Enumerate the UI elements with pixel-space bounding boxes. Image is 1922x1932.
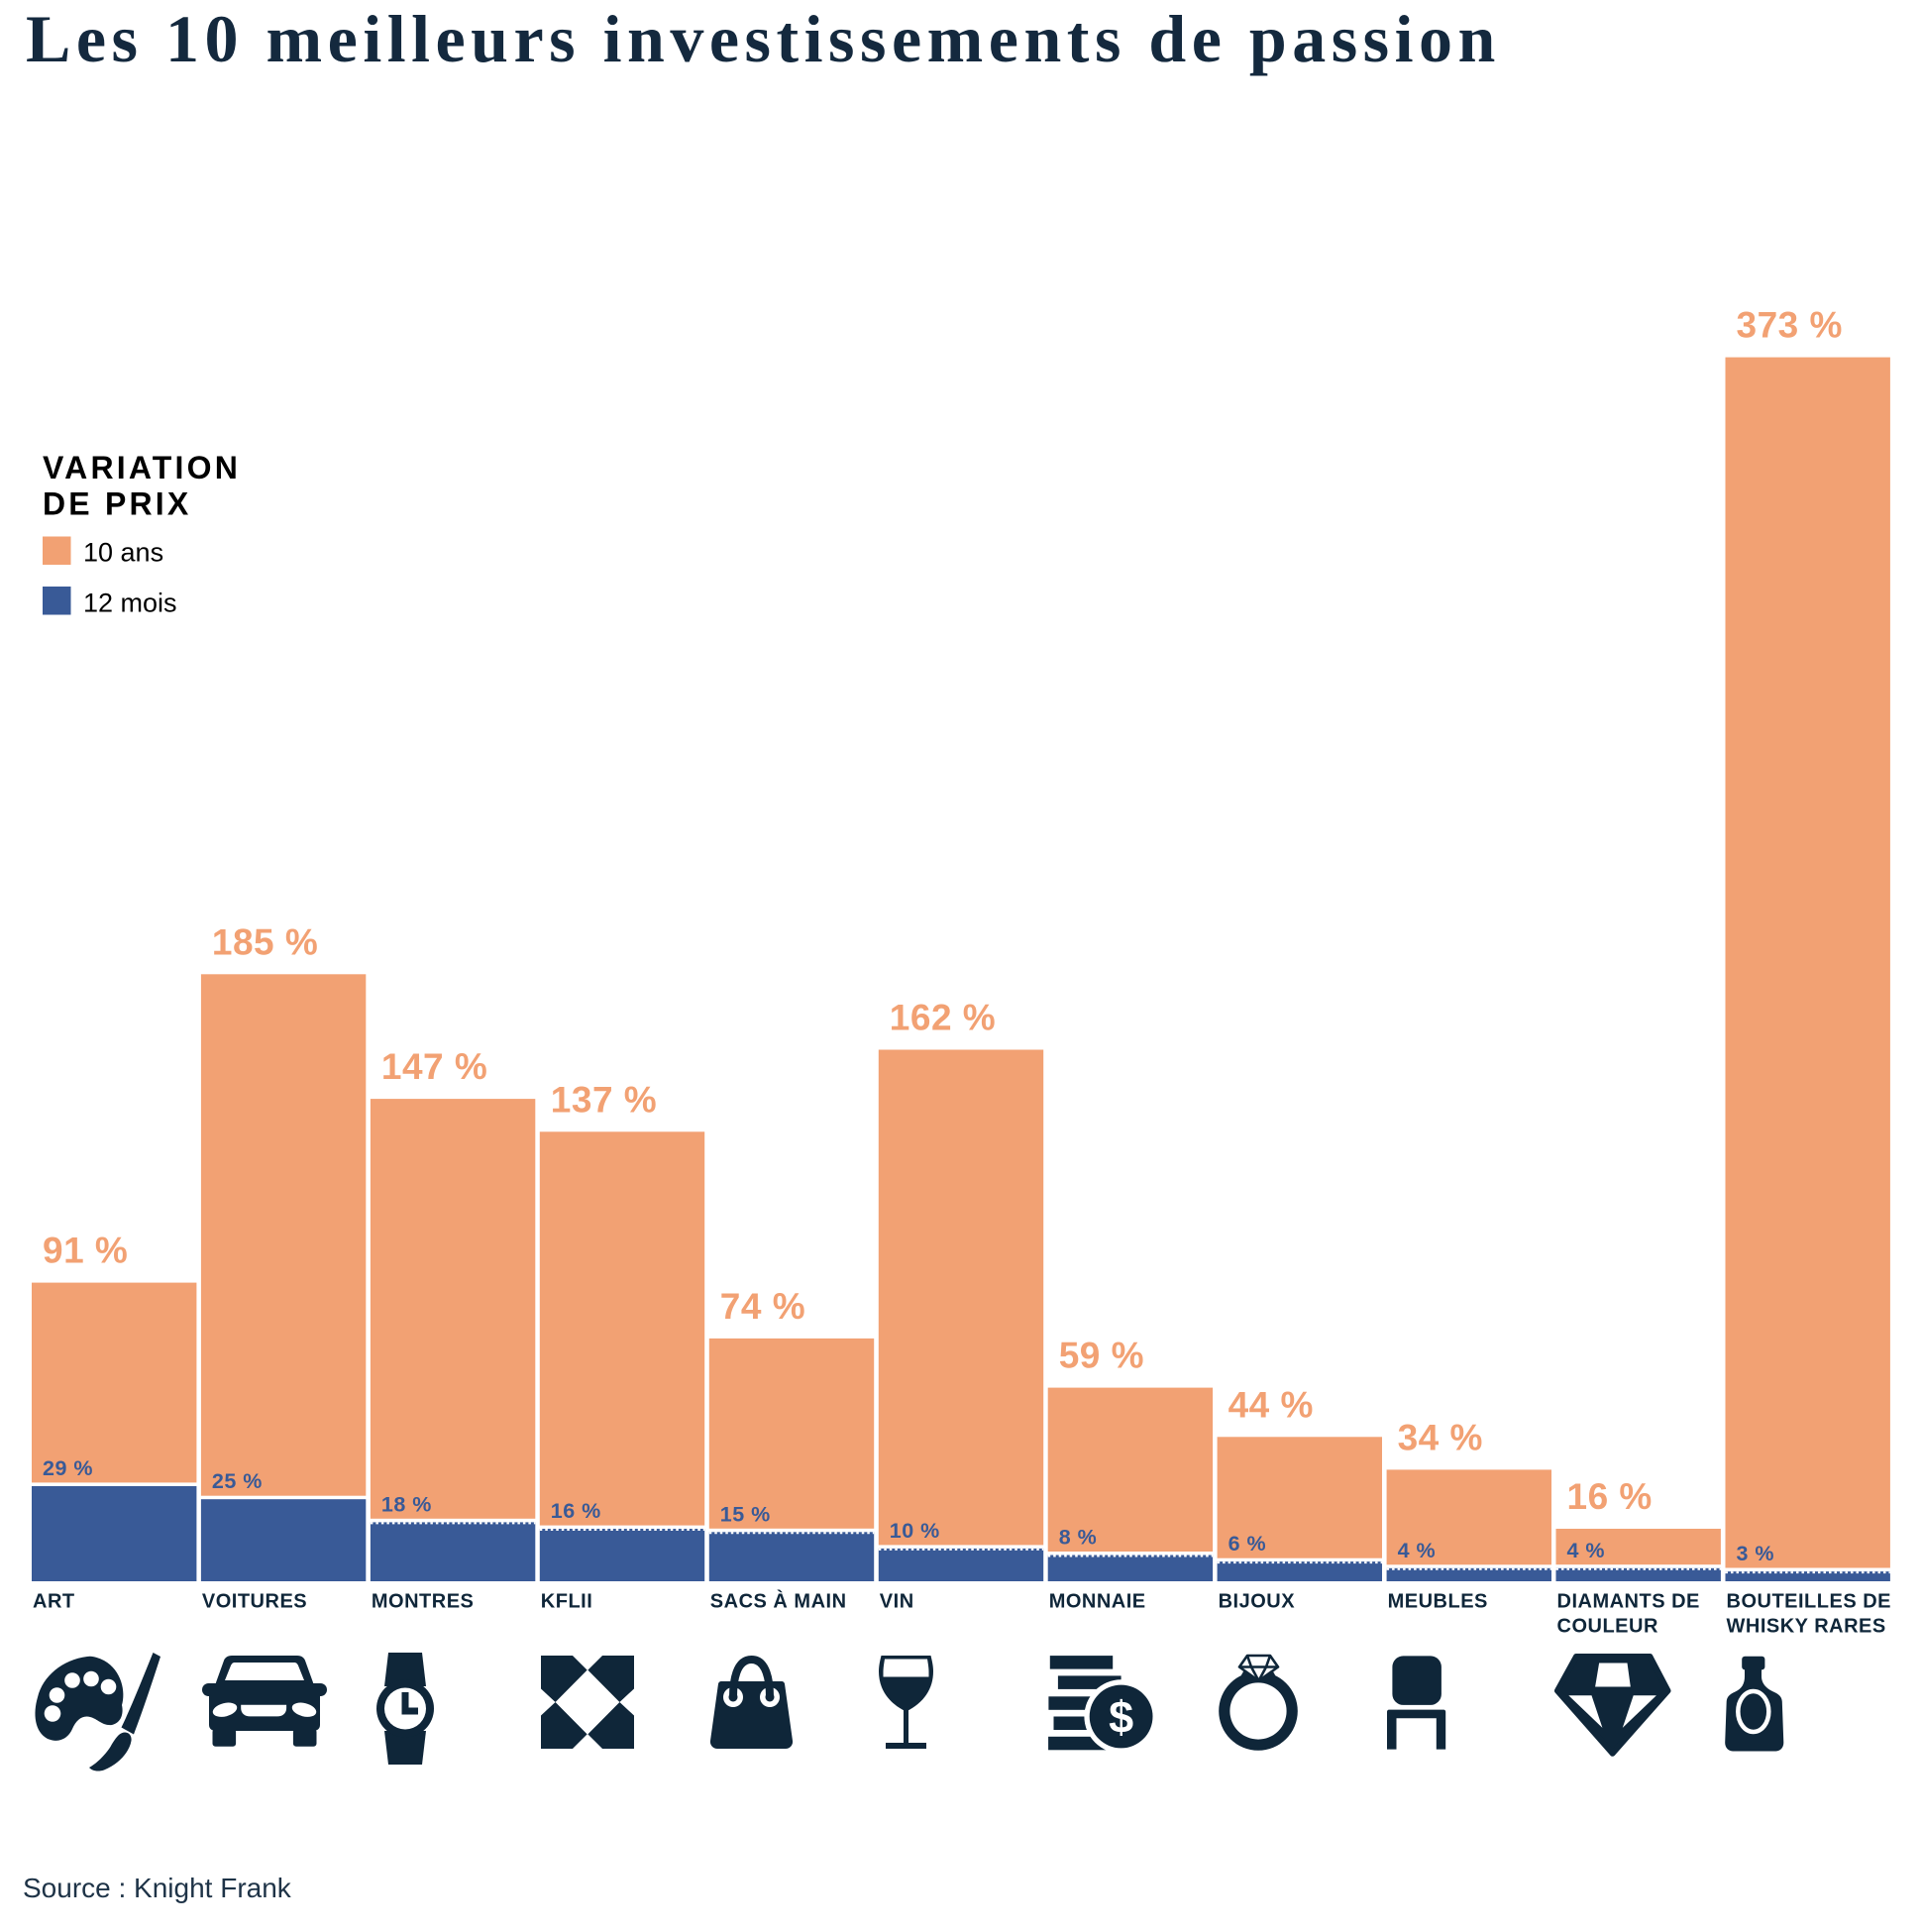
svg-text:15 %: 15 %: [720, 1502, 771, 1526]
svg-text:DIAMANTS DE: DIAMANTS DE: [1557, 1591, 1700, 1613]
svg-text:Les 10 meilleurs investissemen: Les 10 meilleurs investissements de pass…: [26, 1, 1501, 76]
svg-text:MEUBLES: MEUBLES: [1388, 1591, 1488, 1613]
svg-text:6 %: 6 %: [1228, 1532, 1267, 1556]
svg-text:DE PRIX: DE PRIX: [43, 486, 191, 522]
svg-text:147 %: 147 %: [381, 1046, 487, 1087]
svg-text:12 mois: 12 mois: [83, 589, 177, 618]
svg-text:373 %: 373 %: [1737, 305, 1843, 346]
svg-text:16 %: 16 %: [1567, 1476, 1653, 1517]
svg-text:137 %: 137 %: [551, 1079, 657, 1120]
svg-text:VARIATION: VARIATION: [43, 450, 241, 485]
svg-text:MONNAIE: MONNAIE: [1049, 1591, 1146, 1613]
svg-text:8 %: 8 %: [1059, 1526, 1098, 1550]
svg-text:KFLII: KFLII: [541, 1591, 593, 1613]
svg-text:VOITURES: VOITURES: [202, 1591, 307, 1613]
svg-text:185 %: 185 %: [212, 921, 318, 962]
svg-text:4 %: 4 %: [1398, 1539, 1437, 1562]
svg-text:COULEUR: COULEUR: [1557, 1616, 1658, 1638]
svg-text:10 %: 10 %: [890, 1519, 940, 1543]
svg-text:44 %: 44 %: [1228, 1384, 1314, 1425]
svg-text:4 %: 4 %: [1567, 1539, 1606, 1562]
svg-text:ART: ART: [33, 1591, 75, 1613]
svg-text:18 %: 18 %: [381, 1492, 432, 1516]
svg-text:25 %: 25 %: [212, 1469, 263, 1493]
svg-text:34 %: 34 %: [1398, 1417, 1483, 1457]
svg-text:3 %: 3 %: [1737, 1542, 1775, 1565]
svg-text:WHISKY RARES: WHISKY RARES: [1727, 1616, 1886, 1638]
svg-text:10 ans: 10 ans: [83, 538, 163, 568]
svg-text:59 %: 59 %: [1059, 1336, 1144, 1376]
svg-text:VIN: VIN: [880, 1591, 914, 1613]
svg-text:29 %: 29 %: [43, 1456, 93, 1480]
svg-text:MONTRES: MONTRES: [372, 1591, 475, 1613]
svg-text:$: $: [1109, 1692, 1133, 1743]
svg-text:74 %: 74 %: [720, 1286, 805, 1327]
svg-text:162 %: 162 %: [890, 998, 996, 1038]
svg-text:SACS À MAIN: SACS À MAIN: [710, 1590, 847, 1613]
svg-text:BIJOUX: BIJOUX: [1219, 1591, 1296, 1613]
svg-text:91 %: 91 %: [43, 1231, 128, 1271]
svg-text:16 %: 16 %: [551, 1499, 601, 1523]
svg-text:BOUTEILLES DE: BOUTEILLES DE: [1727, 1591, 1892, 1613]
svg-text:Source : Knight Frank: Source : Knight Frank: [23, 1873, 292, 1903]
